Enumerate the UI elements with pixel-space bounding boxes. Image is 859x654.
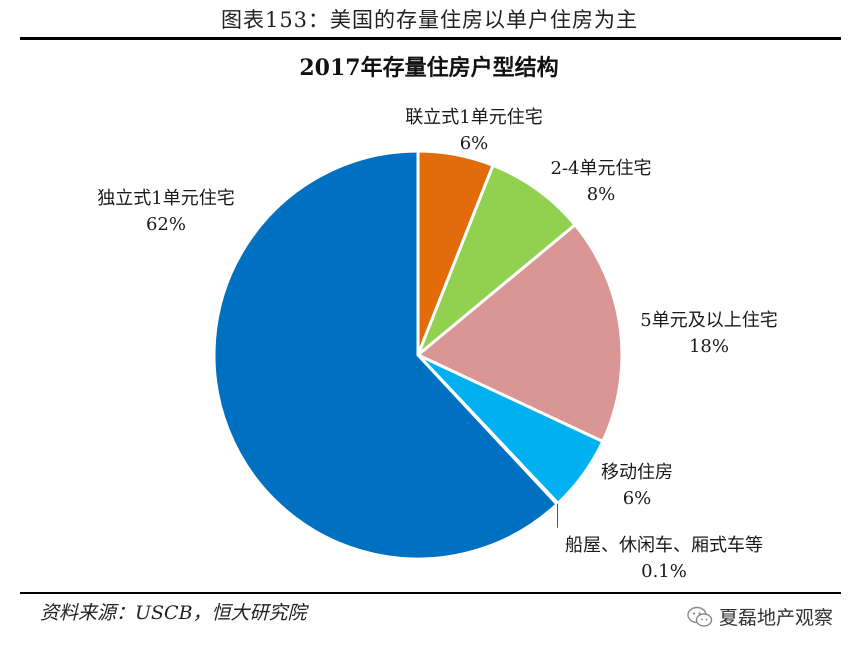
bottom-rule [20, 592, 841, 594]
pie-slice [415, 222, 624, 444]
figure-caption: 图表153：美国的存量住房以单户住房为主 [220, 8, 639, 32]
chart-title: 2017年存量住房户型结构 [299, 55, 558, 81]
pie-slice [212, 149, 560, 561]
pie-chart: 2017年存量住房户型结构 联立式1单元住宅 6% 2-4单元住宅 8% 5单元及以上住… [97, 55, 777, 582]
watermark-text: 夏磊地产观察 [718, 607, 833, 629]
slice-label: 船屋、休闲车、厢式车等 [565, 535, 763, 556]
slice-value-label: 8% [587, 184, 616, 205]
slice-label: 2-4单元住宅 [551, 158, 652, 179]
slice-value-label: 0.1% [641, 561, 687, 582]
slice-label: 独立式1单元住宅 [97, 188, 234, 209]
slice-value-label: 62% [146, 214, 186, 235]
slice-value-label: 6% [460, 133, 489, 154]
wechat-icon [687, 606, 713, 627]
slice-value-label: 18% [689, 336, 729, 357]
pie-slice [416, 163, 578, 357]
pie-slices [212, 149, 624, 561]
slice-value-label: 6% [623, 488, 652, 509]
source-note: 资料来源：USCB，恒大研究院 [40, 602, 307, 624]
watermark: 夏磊地产观察 [687, 603, 833, 630]
slice-label: 移动住房 [601, 462, 673, 483]
slice-label: 5单元及以上住宅 [640, 310, 777, 331]
slice-label: 联立式1单元住宅 [405, 107, 542, 128]
top-rule [20, 37, 841, 40]
slice-labels: 联立式1单元住宅 6% 2-4单元住宅 8% 5单元及以上住宅 18% 移动住房 6% 船屋、休… [97, 107, 777, 582]
